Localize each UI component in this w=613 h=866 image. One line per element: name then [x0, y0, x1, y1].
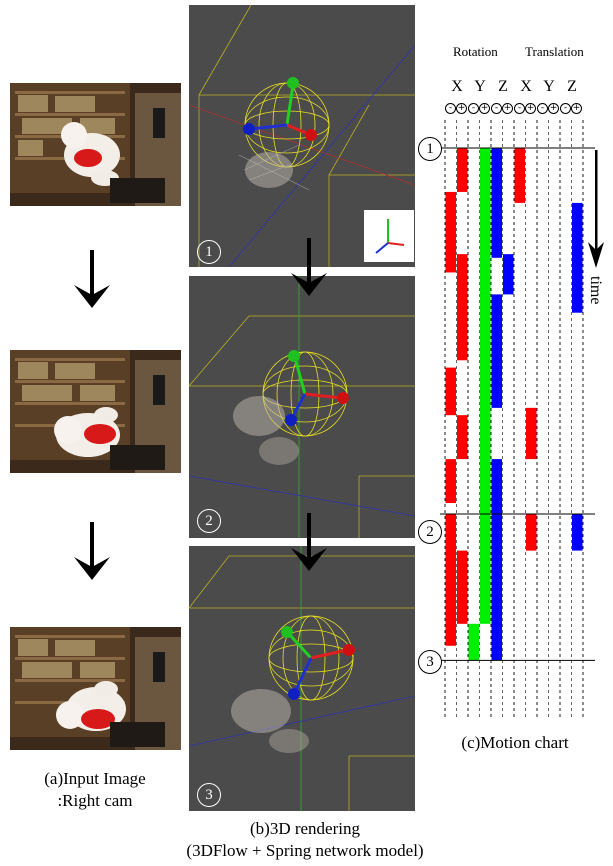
caption-line-1: (a)Input Image [44, 769, 146, 788]
render-step-3: 3 [197, 783, 221, 807]
motion-segment [514, 148, 525, 203]
chart-step-3: 3 [418, 650, 442, 674]
motion-segment [480, 148, 491, 624]
caption-line-2: :Right cam [57, 791, 133, 810]
motion-segment [572, 514, 583, 551]
caption-line-2: (3DFlow + Spring network model) [186, 841, 424, 860]
motion-segment [445, 514, 456, 646]
down-arrow-icon [291, 238, 327, 296]
motion-segment [457, 254, 468, 361]
motion-segment [457, 415, 468, 460]
motion-segment [457, 148, 468, 192]
sign-minus: - [514, 103, 525, 114]
translation-header: Translation [525, 44, 584, 59]
motion-segment [457, 550, 468, 624]
motion-segment [572, 202, 583, 313]
caption-line-1: (b)3D rendering [250, 819, 360, 838]
chart-step-2: 2 [418, 520, 442, 544]
down-arrow-icon [74, 522, 110, 580]
motion-segment [491, 294, 502, 408]
time-label: time [587, 276, 604, 305]
motion-segment [445, 367, 456, 416]
rotation-header: Rotation [453, 44, 498, 59]
motion-segment [445, 459, 456, 504]
down-arrow-icon [74, 250, 110, 308]
sign-plus: + [525, 103, 536, 114]
sign-minus: - [445, 103, 456, 114]
sign-plus: + [502, 103, 513, 114]
motion-segment [526, 514, 537, 551]
axis-label-rot-x: X [451, 78, 463, 95]
motion-chart [440, 120, 595, 720]
time-arrow-icon [588, 150, 604, 268]
input-image-1 [10, 83, 181, 206]
sign-minus: - [491, 103, 502, 114]
sign-plus: + [548, 103, 559, 114]
motion-segment [503, 254, 514, 295]
motion-chart-caption: (c)Motion chart [461, 733, 569, 752]
3d-render-1 [189, 5, 415, 267]
axis-label-trans-z: Z [567, 78, 577, 95]
axis-label-rot-z: Z [498, 78, 508, 95]
axis-label-trans-x: X [520, 78, 532, 95]
sign-minus: - [560, 103, 571, 114]
sign-minus: - [537, 103, 548, 114]
3d-render-2 [189, 276, 415, 538]
3d-rendering-caption: (b)3D rendering (3DFlow + Spring network… [140, 818, 470, 862]
chart-step-1: 1 [418, 137, 442, 161]
input-image-2 [10, 350, 181, 473]
input-image-caption: (a)Input Image :Right cam [0, 768, 190, 812]
down-arrow-icon [291, 513, 327, 571]
axis-label-trans-y: Y [543, 78, 555, 95]
motion-segment [526, 407, 537, 460]
render-step-1: 1 [197, 240, 221, 264]
sign-minus: - [468, 103, 479, 114]
sign-plus: + [456, 103, 467, 114]
3d-render-3 [189, 546, 415, 811]
motion-segment [468, 623, 479, 661]
sign-plus: + [571, 103, 582, 114]
motion-segment [491, 148, 502, 258]
render-step-2: 2 [197, 509, 221, 533]
axis-label-rot-y: Y [474, 78, 486, 95]
motion-segment [491, 459, 502, 661]
motion-segment [445, 191, 456, 273]
sign-plus: + [479, 103, 490, 114]
input-image-3 [10, 627, 181, 750]
